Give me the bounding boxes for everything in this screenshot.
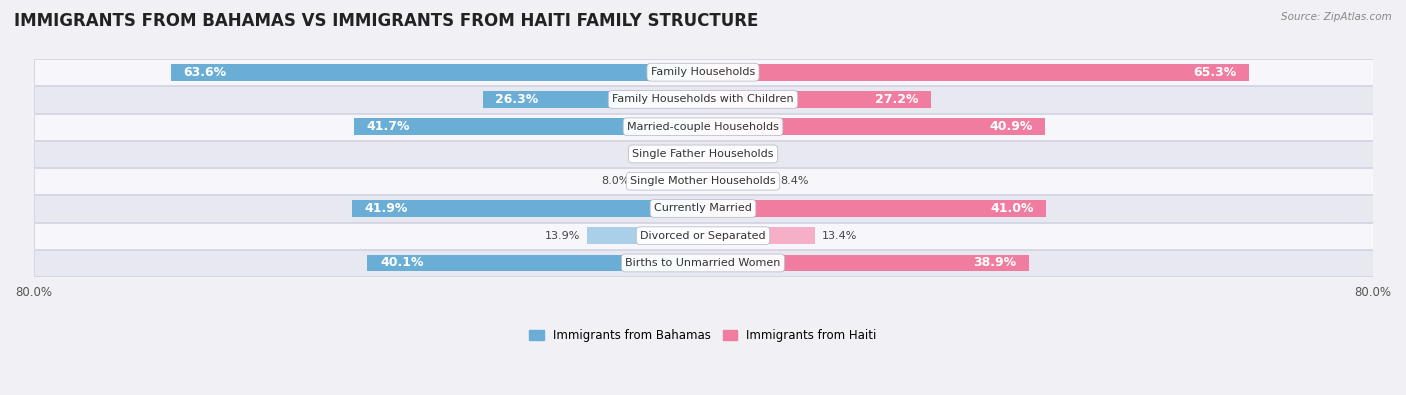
Text: 65.3%: 65.3% xyxy=(1194,66,1237,79)
Text: Currently Married: Currently Married xyxy=(654,203,752,213)
Text: 40.1%: 40.1% xyxy=(380,256,423,269)
Text: Births to Unmarried Women: Births to Unmarried Women xyxy=(626,258,780,268)
Bar xyxy=(703,64,1250,81)
Bar xyxy=(703,91,931,108)
Text: 38.9%: 38.9% xyxy=(973,256,1017,269)
Bar xyxy=(353,200,703,217)
Text: 26.3%: 26.3% xyxy=(495,93,538,106)
Text: 8.0%: 8.0% xyxy=(600,176,630,186)
Bar xyxy=(354,118,703,135)
Text: 41.0%: 41.0% xyxy=(990,202,1033,215)
Text: Divorced or Separated: Divorced or Separated xyxy=(640,231,766,241)
Text: Source: ZipAtlas.com: Source: ZipAtlas.com xyxy=(1281,12,1392,22)
Bar xyxy=(703,118,1045,135)
Text: 41.9%: 41.9% xyxy=(366,202,408,215)
Bar xyxy=(34,59,1372,85)
Text: 27.2%: 27.2% xyxy=(875,93,918,106)
Bar xyxy=(34,223,1372,249)
Bar xyxy=(703,254,1029,271)
Bar xyxy=(34,250,1372,276)
Bar xyxy=(34,141,1372,167)
Bar xyxy=(703,227,815,244)
Text: Single Father Households: Single Father Households xyxy=(633,149,773,159)
Bar xyxy=(34,114,1372,140)
Bar xyxy=(34,196,1372,222)
Bar xyxy=(683,145,703,162)
Bar xyxy=(636,173,703,190)
Text: 2.4%: 2.4% xyxy=(648,149,676,159)
Text: Single Mother Households: Single Mother Households xyxy=(630,176,776,186)
Bar xyxy=(703,145,724,162)
Bar xyxy=(703,173,773,190)
Text: Family Households with Children: Family Households with Children xyxy=(612,94,794,104)
Bar xyxy=(703,200,1046,217)
Text: 40.9%: 40.9% xyxy=(990,120,1033,133)
Bar xyxy=(586,227,703,244)
Text: 8.4%: 8.4% xyxy=(780,176,808,186)
Text: Married-couple Households: Married-couple Households xyxy=(627,122,779,132)
Bar xyxy=(170,64,703,81)
Text: 41.7%: 41.7% xyxy=(367,120,411,133)
Text: 63.6%: 63.6% xyxy=(183,66,226,79)
Text: 2.6%: 2.6% xyxy=(731,149,759,159)
Bar xyxy=(34,168,1372,194)
Bar xyxy=(482,91,703,108)
Text: IMMIGRANTS FROM BAHAMAS VS IMMIGRANTS FROM HAITI FAMILY STRUCTURE: IMMIGRANTS FROM BAHAMAS VS IMMIGRANTS FR… xyxy=(14,12,758,30)
Bar xyxy=(34,87,1372,113)
Bar xyxy=(367,254,703,271)
Legend: Immigrants from Bahamas, Immigrants from Haiti: Immigrants from Bahamas, Immigrants from… xyxy=(524,325,882,347)
Text: 13.4%: 13.4% xyxy=(823,231,858,241)
Text: 13.9%: 13.9% xyxy=(544,231,581,241)
Text: Family Households: Family Households xyxy=(651,67,755,77)
